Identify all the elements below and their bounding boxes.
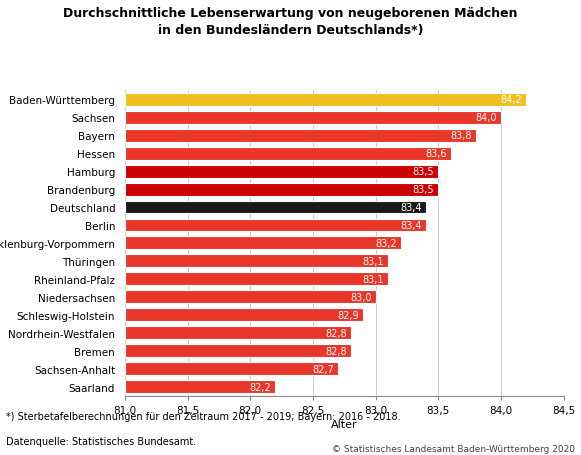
Text: 83,5: 83,5	[413, 185, 435, 195]
Bar	[125, 129, 476, 142]
Bar	[125, 255, 388, 268]
Text: 84,2: 84,2	[501, 95, 522, 105]
Bar	[125, 165, 438, 178]
Bar	[125, 363, 338, 375]
Text: 83,1: 83,1	[363, 256, 385, 266]
X-axis label: Alter: Alter	[331, 419, 357, 429]
Bar	[125, 237, 401, 250]
Bar	[125, 147, 451, 160]
Text: 84,0: 84,0	[476, 113, 497, 123]
Text: Durchschnittliche Lebenserwartung von neugeborenen Mädchen
in den Bundesländern : Durchschnittliche Lebenserwartung von ne…	[63, 7, 518, 37]
Text: 83,6: 83,6	[425, 149, 447, 159]
Bar	[125, 273, 388, 286]
Text: Datenquelle: Statistisches Bundesamt.: Datenquelle: Statistisches Bundesamt.	[6, 436, 196, 446]
Text: 83,2: 83,2	[375, 238, 397, 248]
Bar	[125, 380, 275, 393]
Text: 82,2: 82,2	[250, 382, 271, 392]
Text: © Statistisches Landesamt Baden-Württemberg 2020: © Statistisches Landesamt Baden-Württemb…	[332, 444, 575, 453]
Bar	[125, 183, 438, 196]
Text: *) Sterbetafelberechnungen für den Zeitraum 2017 - 2019; Bayern: 2016 - 2018.: *) Sterbetafelberechnungen für den Zeitr…	[6, 411, 400, 421]
Bar	[125, 94, 526, 106]
Text: 83,5: 83,5	[413, 167, 435, 177]
Text: 82,7: 82,7	[313, 364, 334, 374]
Text: 83,1: 83,1	[363, 274, 385, 284]
Bar	[125, 291, 375, 303]
Bar	[125, 111, 501, 124]
Bar	[125, 308, 363, 322]
Text: 82,9: 82,9	[338, 310, 359, 320]
Text: 83,8: 83,8	[451, 131, 472, 141]
Text: 83,4: 83,4	[400, 202, 422, 212]
Bar	[125, 344, 350, 358]
Text: 83,0: 83,0	[350, 292, 372, 302]
Bar	[125, 201, 426, 214]
Text: 83,4: 83,4	[400, 221, 422, 231]
Text: 82,8: 82,8	[325, 328, 347, 338]
Bar	[125, 219, 426, 232]
Text: 82,8: 82,8	[325, 346, 347, 356]
Bar	[125, 327, 350, 339]
